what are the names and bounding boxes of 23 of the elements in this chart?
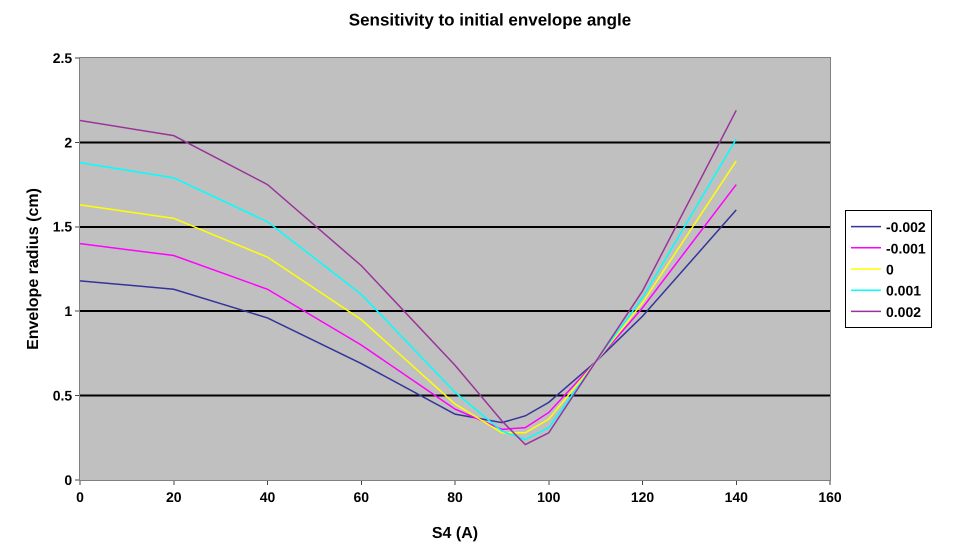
y-tick-label: 0.5 <box>52 388 72 404</box>
legend-label: 0.002 <box>886 304 922 320</box>
x-axis-title: S4 (A) <box>432 525 478 542</box>
x-tick-label: 40 <box>260 488 276 505</box>
x-tick-label: 120 <box>630 488 654 505</box>
legend-label: 0.001 <box>886 282 922 299</box>
chart-title: Sensitivity to initial envelope angle <box>348 10 632 30</box>
y-axis-title: Envelope radius (cm) <box>25 188 42 350</box>
x-tick-label: 80 <box>447 488 463 505</box>
y-tick-label: 2 <box>64 134 72 150</box>
y-tick-label: 1.5 <box>52 218 72 235</box>
x-tick-label: 60 <box>353 488 370 505</box>
x-tick-label: 140 <box>724 488 748 505</box>
x-tick-label: 20 <box>166 488 182 505</box>
y-tick-label: 0 <box>64 472 72 488</box>
x-tick-label: 100 <box>537 488 561 505</box>
x-tick-label: 0 <box>76 488 84 505</box>
x-tick-label: 160 <box>818 488 842 505</box>
legend-label: 0 <box>886 261 894 278</box>
legend-label: -0.002 <box>886 219 926 236</box>
y-tick-label: 1 <box>64 303 72 320</box>
legend-label: -0.001 <box>886 240 926 256</box>
y-tick-label: 2.5 <box>52 50 72 66</box>
